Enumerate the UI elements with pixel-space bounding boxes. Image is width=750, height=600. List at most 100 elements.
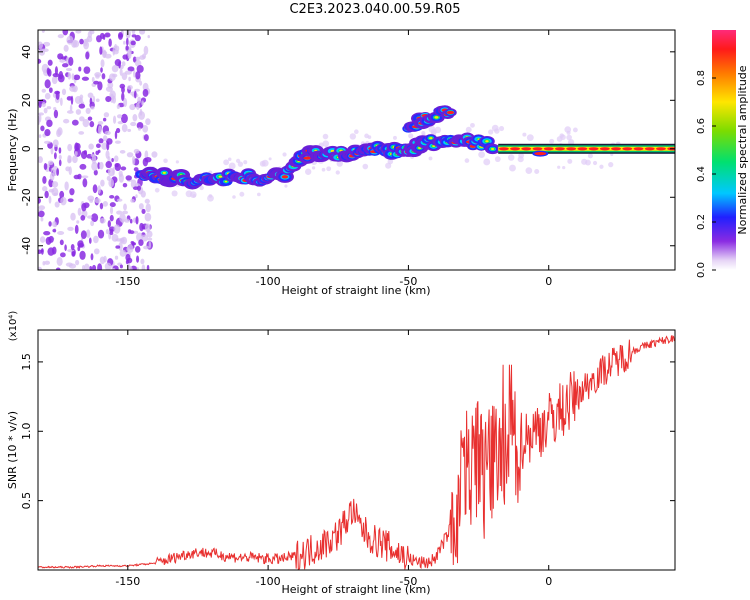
spectrogram-noise-blob bbox=[139, 30, 146, 35]
spectrogram-noise-blob bbox=[91, 154, 97, 165]
spectrogram-noise-blob bbox=[56, 256, 63, 266]
spectrogram-noise-blob bbox=[111, 157, 114, 163]
spectrogram-halo-blob bbox=[534, 168, 540, 175]
spectrogram-halo-blob bbox=[566, 134, 572, 141]
spectrogram-noise-blob bbox=[140, 258, 145, 265]
spectrogram-noise-blob bbox=[118, 173, 124, 183]
spectrogram-noise-blob bbox=[135, 71, 141, 80]
spectrogram-noise-blob bbox=[115, 245, 121, 249]
spectrogram-noise-blob bbox=[121, 113, 128, 124]
spectrogram-halo-blob bbox=[610, 153, 614, 157]
spectrogram-noise-blob bbox=[121, 92, 125, 102]
spectrogram-noise-blob bbox=[90, 106, 95, 110]
spectrogram-noise-blob bbox=[46, 119, 53, 128]
spectrogram-noise-blob bbox=[63, 44, 69, 52]
spectrogram-noise-blob bbox=[113, 224, 121, 234]
spectrogram-noise-blob bbox=[59, 239, 64, 246]
spectrogram-noise-blob bbox=[101, 142, 108, 150]
spectrogram-noise-blob bbox=[95, 150, 100, 156]
spectrogram-noise-blob bbox=[139, 222, 144, 232]
spectrogram-noise-blob bbox=[58, 154, 62, 160]
spectrogram-noise-blob bbox=[123, 40, 126, 45]
spectrogram-noise-blob bbox=[44, 92, 51, 100]
spectrogram-noise-blob bbox=[38, 156, 43, 164]
spectrogram-halo-blob bbox=[526, 134, 534, 142]
spectrogram-noise-blob bbox=[46, 67, 50, 75]
spectrogram-noise-blob bbox=[120, 166, 127, 171]
spectrogram-noise-blob bbox=[118, 241, 123, 251]
spectrogram-noise-blob bbox=[81, 203, 87, 212]
spectrogram-halo-blob bbox=[304, 168, 312, 175]
spectrogram-halo-blob bbox=[567, 158, 573, 164]
spectrogram-noise-blob bbox=[89, 30, 95, 35]
spectrogram-noise-blob bbox=[52, 221, 57, 228]
spectrogram-ridge-peak bbox=[303, 156, 312, 160]
spectrogram-noise-blob bbox=[131, 30, 136, 35]
spectrogram-noise-blob bbox=[109, 228, 114, 233]
spectrogram-halo-blob bbox=[393, 135, 397, 140]
spectrogram-noise-blob bbox=[91, 213, 99, 222]
spectrogram-noise-blob bbox=[99, 161, 104, 170]
spectrogram-noise-blob bbox=[68, 56, 74, 66]
spectrogram-noise-blob bbox=[127, 85, 133, 90]
spectrogram-x-tick-label: 0 bbox=[545, 275, 552, 288]
spectrogram-halo-blob bbox=[335, 170, 340, 175]
spectrogram-noise-blob bbox=[132, 114, 138, 122]
colorbar-tick-label: 0.6 bbox=[696, 118, 707, 134]
spectrogram-noise-blob bbox=[109, 214, 114, 222]
spectrogram-noise-blob bbox=[43, 230, 51, 236]
spectrogram-noise-blob bbox=[118, 33, 123, 38]
spectrogram-halo-blob bbox=[322, 133, 329, 140]
spectrogram-noise-blob bbox=[118, 61, 121, 69]
spectrogram-noise-blob bbox=[43, 162, 48, 171]
spectrogram-halo-blob bbox=[223, 159, 230, 166]
spectrogram-noise-blob bbox=[87, 215, 93, 219]
spectrogram-noise-blob bbox=[129, 230, 135, 235]
spectrogram-noise-blob bbox=[58, 159, 62, 167]
spectrogram-ridge-band bbox=[224, 180, 228, 183]
spectrogram-noise-blob bbox=[79, 250, 86, 260]
spectrogram-noise-blob bbox=[80, 150, 88, 160]
spectrogram-noise-blob bbox=[136, 102, 140, 110]
spectrogram-noise-blob bbox=[41, 102, 46, 108]
spectrogram-noise-blob bbox=[141, 264, 146, 270]
spectrogram-noise-blob bbox=[63, 118, 70, 124]
spectrogram-noise-blob bbox=[77, 246, 81, 252]
spectrogram-upper-branch-peak bbox=[446, 110, 455, 115]
spectrogram-noise-blob bbox=[84, 263, 90, 270]
spectrogram-noise-blob bbox=[48, 221, 52, 227]
spectrogram-noise-blob bbox=[38, 197, 41, 204]
spectrogram-noise-blob bbox=[85, 107, 91, 115]
spectrogram-noise-blob bbox=[111, 233, 119, 242]
spectrogram-halo-blob bbox=[428, 156, 433, 161]
snr-panel: -150 -100 -50 0 0.5 1.0 1.5 Height of straight… bbox=[6, 311, 676, 596]
spectrogram-noise-blob bbox=[119, 213, 126, 223]
spectrogram-noise-blob bbox=[114, 140, 121, 144]
spectrogram-noise-blob bbox=[43, 140, 52, 144]
spectrogram-noise-blob bbox=[147, 237, 153, 241]
spectrogram-x-tick-label: -150 bbox=[115, 275, 140, 288]
spectrogram-noise-blob bbox=[45, 236, 52, 245]
spectrogram-halo-blob bbox=[522, 132, 527, 137]
colorbar-tick-label: 0.0 bbox=[696, 262, 707, 278]
spectrogram-noise-blob bbox=[119, 249, 127, 257]
spectrogram-y-tick-label: 0 bbox=[20, 145, 33, 152]
spectrogram-noise-blob bbox=[72, 155, 78, 164]
spectrogram-noise-blob bbox=[126, 37, 129, 46]
spectrogram-noise-blob bbox=[134, 34, 141, 42]
spectrogram-noise-blob bbox=[103, 49, 107, 58]
spectrogram-noise-blob bbox=[97, 263, 103, 270]
spectrogram-halo-blob bbox=[408, 133, 414, 139]
spectrogram-noise-blob bbox=[43, 41, 51, 47]
spectrogram-noise-blob bbox=[53, 152, 57, 160]
spectrogram-noise-blob bbox=[77, 240, 84, 248]
spectrogram-noise-blob bbox=[80, 230, 87, 240]
spectrogram-noise-blob bbox=[122, 54, 128, 60]
snr-x-tick-label: -50 bbox=[399, 575, 417, 588]
spectrogram-noise-blob bbox=[91, 264, 97, 270]
spectrogram-ridge-band bbox=[432, 145, 436, 147]
spectrogram-noise-blob bbox=[130, 40, 136, 46]
spectrogram-y-tick-label: 20 bbox=[20, 93, 33, 107]
spectrogram-noise-blob bbox=[100, 59, 105, 68]
spectrogram-noise-blob bbox=[66, 96, 73, 101]
